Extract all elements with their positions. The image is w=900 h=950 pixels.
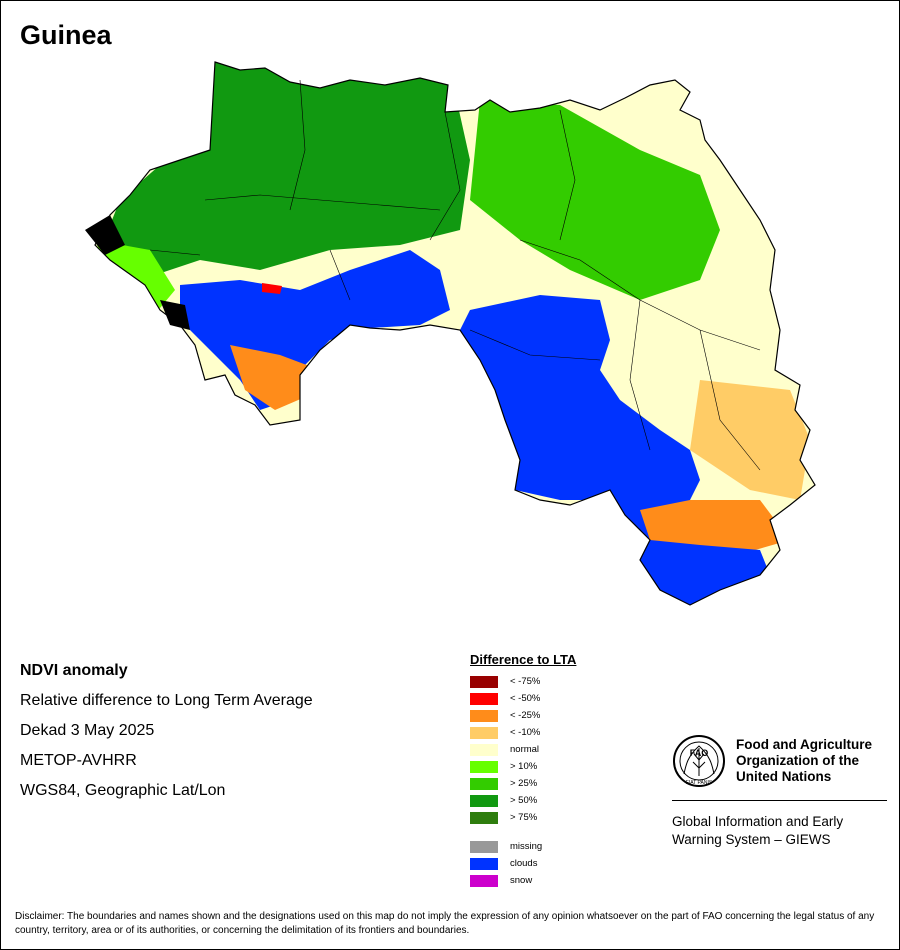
- legend-swatch: [470, 760, 498, 773]
- legend-item: < -50%: [470, 690, 576, 707]
- fao-branding: FAO FIAT PANIS Food and Agriculture Orga…: [672, 734, 887, 849]
- legend-label: < -10%: [510, 727, 541, 738]
- fao-name-line1: Food and Agriculture: [736, 737, 872, 752]
- legend-swatch: [470, 675, 498, 688]
- legend-title: Difference to LTA: [470, 652, 577, 667]
- legend-swatch: [470, 840, 498, 853]
- legend-item: clouds: [470, 855, 576, 872]
- legend-swatch: [470, 874, 498, 887]
- sensor-label: METOP-AVHRR: [20, 752, 137, 769]
- giews-line2: Warning System – GIEWS: [672, 832, 831, 847]
- legend-item: missing: [470, 838, 576, 855]
- svg-text:FAO: FAO: [690, 748, 709, 758]
- legend-label: clouds: [510, 858, 538, 869]
- fao-name: Food and Agriculture Organization of the…: [736, 737, 872, 785]
- below-50-spot: [262, 283, 282, 294]
- legend-swatch: [470, 692, 498, 705]
- legend-swatch: [470, 709, 498, 722]
- disclaimer: Disclaimer: The boundaries and names sho…: [15, 911, 875, 936]
- map-info-block: NDVI anomaly Relative difference to Long…: [20, 656, 313, 806]
- legend-label: > 50%: [510, 795, 538, 806]
- legend-label: < -50%: [510, 693, 541, 704]
- legend: Difference to LTA < -75% < -50% < -25% < -1…: [470, 652, 576, 889]
- legend-label: > 75%: [510, 812, 538, 823]
- period-label: Dekad 3 May 2025: [20, 722, 155, 739]
- product-name: NDVI anomaly: [20, 662, 128, 679]
- giews-label: Global Information and Early Warning Sys…: [672, 813, 887, 849]
- legend-item: > 10%: [470, 758, 576, 775]
- coastal-islands: [85, 215, 190, 330]
- product-description: Relative difference to Long Term Average: [20, 692, 313, 709]
- fao-name-line3: United Nations: [736, 769, 832, 784]
- fao-divider: [672, 800, 887, 801]
- legend-item: > 25%: [470, 775, 576, 792]
- legend-swatch: [470, 726, 498, 739]
- vegetation-above-25-region: [470, 100, 720, 300]
- legend-label: < -25%: [510, 710, 541, 721]
- below-25-region-west: [230, 345, 320, 410]
- giews-line1: Global Information and Early: [672, 814, 844, 829]
- legend-item: < -75%: [470, 673, 576, 690]
- fao-name-line2: Organization of the: [736, 753, 859, 768]
- legend-item: > 75%: [470, 809, 576, 826]
- legend-label: > 25%: [510, 778, 538, 789]
- legend-item: > 50%: [470, 792, 576, 809]
- legend-label: > 10%: [510, 761, 538, 772]
- country-boundary: [94, 61, 816, 606]
- below-10-region: [690, 380, 810, 500]
- legend-swatch: [470, 811, 498, 824]
- legend-swatch: [470, 777, 498, 790]
- legend-item: normal: [470, 741, 576, 758]
- legend-swatch: [470, 857, 498, 870]
- fao-logo-icon: FAO FIAT PANIS: [673, 735, 725, 787]
- svg-text:FIAT PANIS: FIAT PANIS: [686, 780, 713, 786]
- ndvi-anomaly-map: [85, 61, 816, 606]
- legend-item: < -25%: [470, 707, 576, 724]
- vegetation-above-50-region: [100, 62, 470, 280]
- legend-item: < -10%: [470, 724, 576, 741]
- map-title: Guinea: [20, 20, 112, 50]
- projection-label: WGS84, Geographic Lat/Lon: [20, 782, 226, 799]
- legend-list: < -75% < -50% < -25% < -10% normal > 10% > 25%…: [470, 673, 576, 889]
- admin-boundaries: [149, 79, 761, 471]
- legend-label: missing: [510, 841, 543, 852]
- legend-item: snow: [470, 872, 576, 889]
- legend-label: snow: [510, 875, 533, 886]
- legend-swatch: [470, 794, 498, 807]
- clouds-region: [460, 295, 770, 605]
- legend-label: normal: [510, 744, 540, 755]
- legend-label: < -75%: [510, 676, 541, 687]
- legend-swatch: [470, 743, 498, 756]
